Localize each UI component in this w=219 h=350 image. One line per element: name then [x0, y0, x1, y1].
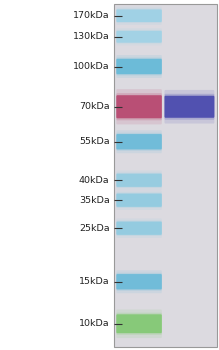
FancyBboxPatch shape [164, 96, 214, 118]
FancyBboxPatch shape [116, 313, 162, 335]
FancyBboxPatch shape [116, 8, 162, 23]
FancyBboxPatch shape [116, 55, 162, 78]
FancyBboxPatch shape [116, 31, 162, 43]
FancyBboxPatch shape [116, 173, 162, 188]
FancyBboxPatch shape [116, 93, 162, 120]
Text: 15kDa: 15kDa [79, 277, 110, 286]
FancyBboxPatch shape [116, 274, 162, 289]
FancyBboxPatch shape [116, 134, 162, 149]
FancyBboxPatch shape [116, 7, 162, 25]
FancyBboxPatch shape [164, 94, 214, 120]
FancyBboxPatch shape [116, 194, 162, 207]
Text: 25kDa: 25kDa [79, 224, 110, 233]
Polygon shape [114, 4, 217, 346]
FancyBboxPatch shape [116, 57, 162, 76]
FancyBboxPatch shape [116, 309, 162, 338]
FancyBboxPatch shape [116, 174, 162, 187]
FancyBboxPatch shape [164, 90, 214, 124]
FancyBboxPatch shape [116, 314, 162, 333]
Text: 40kDa: 40kDa [79, 176, 110, 185]
FancyBboxPatch shape [116, 95, 162, 118]
FancyBboxPatch shape [116, 218, 162, 238]
FancyBboxPatch shape [116, 222, 162, 235]
Text: 35kDa: 35kDa [79, 196, 110, 205]
FancyBboxPatch shape [116, 133, 162, 151]
FancyBboxPatch shape [116, 193, 162, 208]
Text: 170kDa: 170kDa [73, 11, 110, 20]
Text: 55kDa: 55kDa [79, 137, 110, 146]
FancyBboxPatch shape [116, 130, 162, 153]
Text: 130kDa: 130kDa [73, 32, 110, 41]
Text: 100kDa: 100kDa [73, 62, 110, 71]
Text: 10kDa: 10kDa [79, 319, 110, 328]
Text: 70kDa: 70kDa [79, 102, 110, 111]
FancyBboxPatch shape [116, 59, 162, 74]
FancyBboxPatch shape [116, 9, 162, 22]
FancyBboxPatch shape [116, 273, 162, 291]
FancyBboxPatch shape [116, 170, 162, 190]
FancyBboxPatch shape [116, 220, 162, 236]
FancyBboxPatch shape [116, 190, 162, 210]
FancyBboxPatch shape [116, 89, 162, 124]
FancyBboxPatch shape [116, 270, 162, 293]
FancyBboxPatch shape [116, 28, 162, 46]
FancyBboxPatch shape [116, 30, 162, 44]
